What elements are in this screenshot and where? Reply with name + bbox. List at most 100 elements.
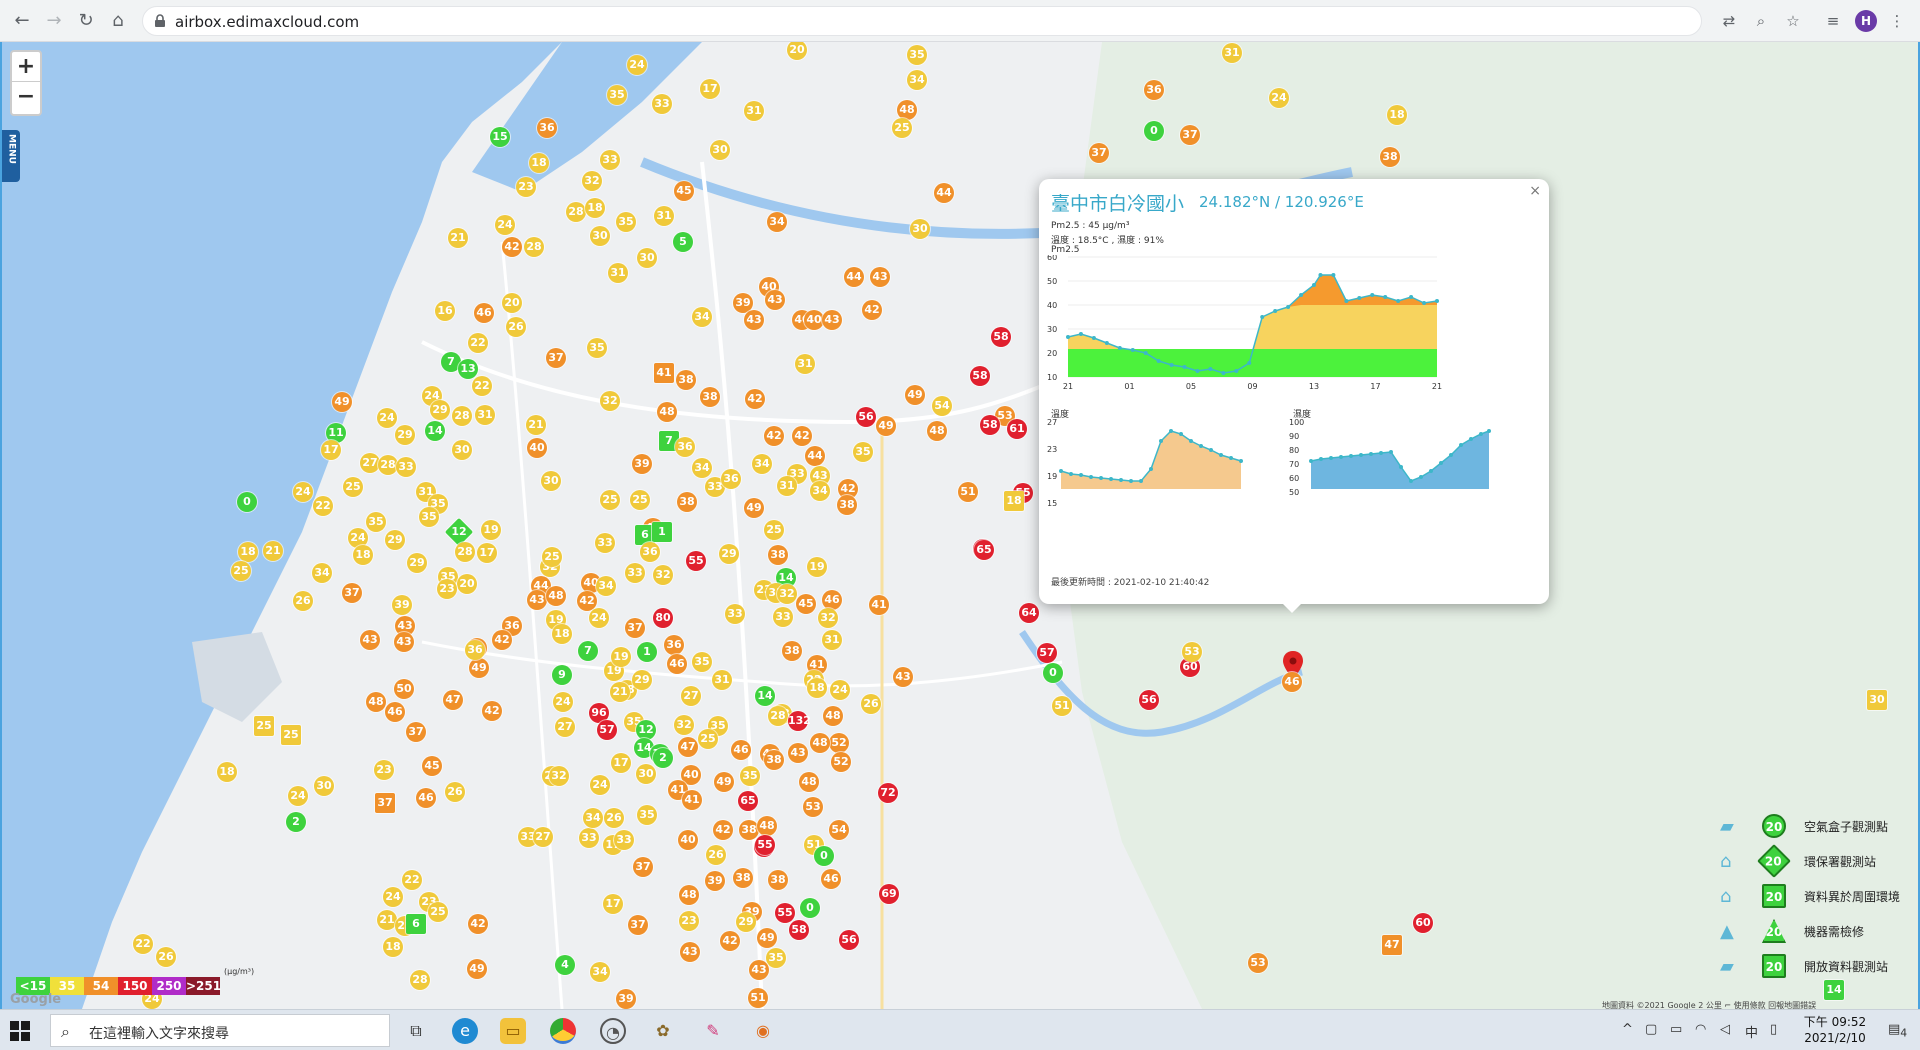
volume-icon[interactable]: ◁ [1720, 1022, 1730, 1037]
station-marker[interactable]: 54 [829, 820, 849, 840]
station-marker[interactable]: 30 [636, 764, 656, 784]
station-marker[interactable]: 69 [879, 884, 899, 904]
station-marker[interactable]: 33 [725, 604, 745, 624]
station-marker[interactable]: 27 [360, 453, 380, 473]
station-marker[interactable]: 42 [577, 591, 597, 611]
station-marker[interactable]: 38 [676, 370, 696, 390]
forward-icon[interactable]: → [46, 10, 62, 31]
station-marker[interactable]: 23 [679, 911, 699, 931]
station-marker[interactable]: 132 [788, 711, 811, 731]
station-marker[interactable]: 46 [416, 788, 436, 808]
station-marker[interactable]: 36 [664, 635, 684, 655]
station-marker[interactable]: 2 [653, 748, 673, 768]
station-marker[interactable]: 26 [506, 317, 526, 337]
station-marker[interactable]: 44 [805, 446, 825, 466]
station-marker[interactable]: 58 [789, 920, 809, 940]
station-marker[interactable]: 31 [712, 670, 732, 690]
chrome-icon[interactable] [550, 1018, 576, 1044]
station-marker[interactable]: 38 [782, 641, 802, 661]
station-marker[interactable]: 5 [673, 232, 693, 252]
station-marker[interactable]: 43 [822, 310, 842, 330]
station-marker[interactable]: 35 [587, 338, 607, 358]
station-marker[interactable]: 42 [713, 820, 733, 840]
station-marker[interactable]: 30 [910, 219, 930, 239]
clock-app-icon[interactable]: ◔ [600, 1018, 626, 1044]
station-marker[interactable]: 38 [837, 495, 857, 515]
station-marker[interactable]: 31 [795, 354, 815, 374]
station-marker[interactable]: 42 [482, 701, 502, 721]
station-marker[interactable]: 29 [430, 400, 450, 420]
station-marker[interactable]: 21 [526, 415, 546, 435]
station-marker[interactable]: 37 [1180, 125, 1200, 145]
station-marker[interactable]: 34 [583, 808, 603, 828]
station-marker[interactable]: 18 [383, 937, 403, 957]
station-marker[interactable]: 38 [764, 750, 784, 770]
station-marker[interactable]: 30 [1867, 690, 1887, 710]
station-marker[interactable]: 32 [777, 584, 797, 604]
station-marker[interactable]: 54 [932, 396, 952, 416]
zoom-out-button[interactable]: − [16, 84, 36, 109]
selected-station-marker[interactable]: 46 [1282, 672, 1302, 692]
station-marker[interactable]: 35 [692, 652, 712, 672]
station-marker[interactable]: 33 [705, 477, 725, 497]
station-marker[interactable]: 16 [435, 301, 455, 321]
station-marker[interactable]: 50 [394, 679, 414, 699]
station-marker[interactable]: 19 [807, 557, 827, 577]
station-marker[interactable]: 1 [637, 642, 657, 662]
station-marker[interactable]: 23 [374, 760, 394, 780]
station-marker[interactable]: 24 [627, 55, 647, 75]
station-marker[interactable]: 24 [589, 608, 609, 628]
station-marker[interactable]: 14 [755, 686, 775, 706]
station-marker[interactable]: 53 [1182, 642, 1202, 662]
station-marker[interactable]: 28 [566, 202, 586, 222]
station-marker[interactable]: 33 [396, 457, 416, 477]
station-marker[interactable]: 13 [458, 359, 478, 379]
station-marker[interactable]: 39 [632, 454, 652, 474]
tray-chevron-icon[interactable]: ^ [1622, 1022, 1633, 1037]
station-marker[interactable]: 36 [537, 118, 557, 138]
station-marker[interactable]: 27 [681, 686, 701, 706]
station-marker[interactable]: 35 [637, 805, 657, 825]
station-marker[interactable]: 24 [495, 215, 515, 235]
station-marker[interactable]: 46 [385, 702, 405, 722]
station-marker[interactable]: 65 [974, 540, 994, 560]
station-marker[interactable]: 24 [377, 408, 397, 428]
station-marker[interactable]: 45 [674, 181, 694, 201]
station-marker[interactable]: 26 [156, 947, 176, 967]
station-marker[interactable]: 52 [829, 733, 849, 753]
zoom-icon[interactable]: ⌕ [1756, 12, 1766, 30]
station-marker[interactable]: 36 [465, 640, 485, 660]
station-marker[interactable]: 30 [637, 248, 657, 268]
station-marker[interactable]: 30 [314, 776, 334, 796]
station-marker[interactable]: 49 [757, 928, 777, 948]
station-marker[interactable]: 42 [792, 426, 812, 446]
station-marker[interactable]: 96 [589, 703, 609, 723]
profile-avatar[interactable]: H [1855, 10, 1877, 32]
station-marker[interactable]: 36 [640, 542, 660, 562]
address-bar[interactable]: airbox.edimaxcloud.com [142, 6, 1702, 36]
station-marker[interactable]: 38 [1380, 147, 1400, 167]
station-marker[interactable]: 33 [652, 94, 672, 114]
station-marker[interactable]: 37 [375, 793, 395, 813]
station-marker[interactable]: 52 [831, 752, 851, 772]
station-marker[interactable]: 61 [1007, 419, 1027, 439]
station-marker[interactable]: 22 [313, 496, 333, 516]
station-marker[interactable]: 42 [502, 237, 522, 257]
translate-icon[interactable]: ⇄ [1722, 12, 1736, 30]
station-marker[interactable]: 80 [653, 608, 673, 628]
station-marker[interactable]: 56 [856, 407, 876, 427]
station-marker[interactable]: 55 [686, 551, 706, 571]
station-marker[interactable]: 49 [469, 658, 489, 678]
station-marker[interactable]: 18 [807, 678, 827, 698]
station-marker[interactable]: 34 [596, 576, 616, 596]
station-marker[interactable]: 56 [839, 930, 859, 950]
station-marker[interactable]: 25 [698, 729, 718, 749]
station-marker[interactable]: 35 [907, 45, 927, 65]
station-marker[interactable]: 19 [481, 520, 501, 540]
station-marker[interactable]: 33 [595, 533, 615, 553]
home-icon[interactable]: ⌂ [112, 10, 124, 31]
station-marker[interactable]: 48 [679, 885, 699, 905]
station-marker[interactable]: 36 [675, 437, 695, 457]
station-marker[interactable]: 51 [1052, 696, 1072, 716]
station-marker[interactable]: 42 [838, 479, 858, 499]
